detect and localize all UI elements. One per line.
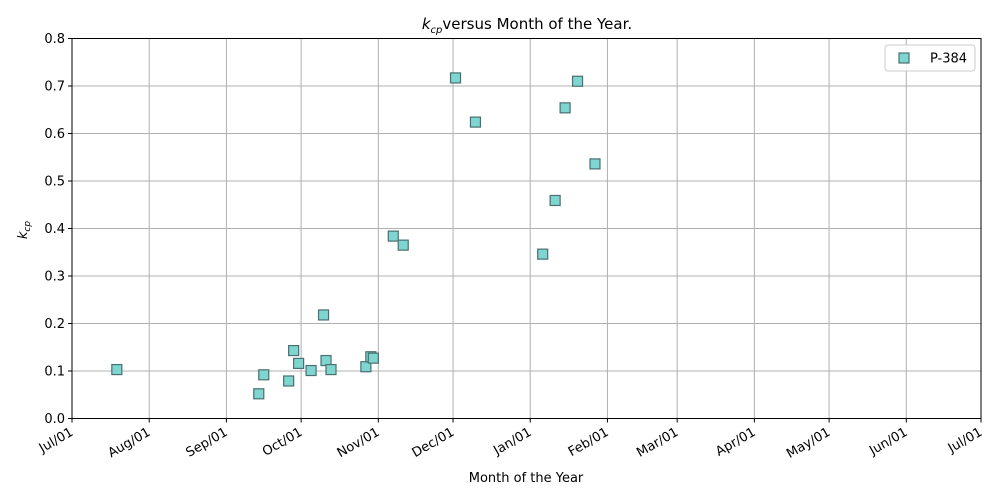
data-point bbox=[293, 357, 305, 369]
plot-area-border bbox=[71, 38, 982, 419]
legend-marker-square bbox=[898, 52, 910, 64]
data-point bbox=[258, 369, 270, 381]
legend-box bbox=[884, 44, 976, 72]
chart-title: kcpversus Month of the Year. bbox=[422, 15, 632, 36]
x-axis-title: Month of the Year bbox=[469, 471, 584, 486]
chart-title-symbol: k bbox=[422, 15, 432, 33]
y-tick-label: 0.2 bbox=[44, 317, 65, 332]
data-point bbox=[559, 102, 571, 114]
chart-title-text: versus Month of the Year. bbox=[442, 15, 632, 33]
data-point bbox=[387, 230, 399, 242]
data-point bbox=[549, 194, 561, 207]
y-tick-label: 0.6 bbox=[44, 127, 65, 142]
y-tick-label: 0.5 bbox=[44, 175, 65, 190]
y-tick-label: 0.4 bbox=[44, 222, 65, 237]
data-point bbox=[305, 364, 317, 377]
y-axis-title-sub: cp bbox=[23, 221, 33, 232]
data-point bbox=[589, 158, 601, 170]
y-tick-label: 0.7 bbox=[44, 80, 65, 95]
y-axis-title-symbol: k bbox=[16, 231, 31, 239]
y-axis-title: kcp bbox=[16, 221, 33, 239]
y-tick-label: 0.3 bbox=[44, 270, 65, 285]
data-point bbox=[111, 363, 123, 376]
legend-label: P-384 bbox=[930, 52, 967, 67]
data-point bbox=[367, 352, 379, 364]
legend: P-384 bbox=[884, 44, 976, 72]
data-point bbox=[397, 239, 409, 251]
data-point bbox=[317, 309, 330, 321]
y-tick-label: 0.8 bbox=[44, 32, 65, 47]
data-point bbox=[469, 116, 482, 128]
y-tick-label: 0.0 bbox=[44, 412, 65, 427]
chart-title-symbol-sub: cp bbox=[431, 25, 443, 36]
data-points bbox=[111, 72, 601, 400]
data-point bbox=[253, 388, 265, 400]
y-axis: 0.0 0.1 0.2 0.3 0.4 0.5 0.6 0.7 0.8 bbox=[44, 32, 72, 427]
data-point bbox=[283, 375, 295, 387]
data-point bbox=[537, 248, 549, 260]
y-tick-label: 0.1 bbox=[44, 365, 65, 380]
data-point bbox=[571, 75, 584, 87]
data-point bbox=[288, 344, 300, 357]
data-point bbox=[325, 363, 337, 376]
data-point bbox=[449, 72, 462, 84]
